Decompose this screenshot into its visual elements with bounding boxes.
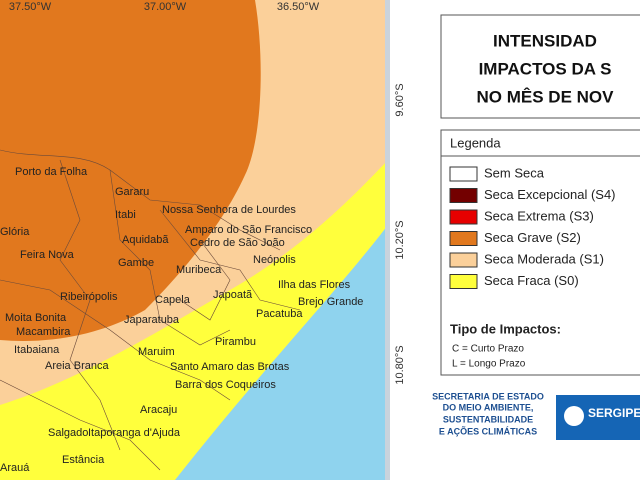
map	[0, 0, 390, 480]
latitude-label: 10.20°S	[394, 220, 406, 259]
legend-swatch	[449, 231, 478, 246]
place-name: Macambira	[16, 326, 71, 338]
weak-area	[0, 160, 388, 480]
logo-text: SERGIPE	[588, 406, 640, 420]
longitude-label: 36.50°W	[277, 1, 320, 13]
longitude-label: 37.50°W	[9, 1, 52, 13]
place-name: Santo Amaro das Brotas	[170, 361, 290, 373]
agency-line: SECRETARIA DE ESTADO	[432, 391, 544, 401]
place-name: Ilha das Flores	[278, 279, 351, 291]
legend-label: Seca Extrema (S3)	[484, 208, 594, 223]
place-name: Areia Branca	[45, 360, 109, 372]
legend-label: Seca Fraca (S0)	[484, 273, 579, 288]
impact-title: Tipo de Impactos:	[450, 321, 561, 336]
impact-item: L = Longo Prazo	[452, 359, 526, 370]
place-name: Brejo Grande	[298, 296, 363, 308]
place-name: Gambe	[118, 257, 154, 269]
legend-label: Seca Moderada (S1)	[484, 251, 604, 266]
place-name: Moita Bonita	[5, 312, 67, 324]
logo-emblem	[564, 406, 584, 426]
title-line: IMPACTOS DA S	[479, 59, 612, 78]
place-name: Arauá	[0, 462, 30, 474]
legend-label: Seca Excepcional (S4)	[484, 187, 616, 202]
place-name: Feira Nova	[20, 249, 75, 261]
latitude-label: 9.60°S	[394, 83, 406, 116]
place-name: Aracaju	[140, 404, 177, 416]
place-name: Pirambu	[215, 336, 256, 348]
place-name: Ribeirópolis	[60, 291, 118, 303]
title-line: NO MÊS DE NOV	[477, 87, 615, 106]
place-name: Cedro de São João	[190, 237, 285, 249]
place-name: Maruim	[138, 346, 175, 358]
place-name: Gararu	[115, 186, 149, 198]
place-name: Japaratuba	[124, 314, 180, 326]
legend-swatch	[449, 274, 478, 289]
agency-line: E AÇÕES CLIMÁTICAS	[439, 426, 537, 436]
latitude-label: 10.80°S	[394, 345, 406, 384]
place-name: Pacatuba	[256, 308, 303, 320]
legend-swatch	[449, 252, 478, 268]
place-name: Nossa Senhora de Lourdes	[162, 204, 296, 216]
legend-label: Seca Grave (S2)	[484, 230, 581, 245]
legend-swatch	[449, 209, 478, 225]
legend-title: Legenda	[450, 135, 501, 150]
title-line: INTENSIDAD	[493, 31, 597, 50]
place-name: Estância	[62, 454, 105, 466]
place-name: Japoatã	[213, 289, 253, 301]
agency-line: DO MEIO AMBIENTE,	[443, 402, 534, 412]
severe-area	[0, 0, 261, 341]
place-name: Muribeca	[176, 264, 222, 276]
place-name: Itabaiana	[14, 344, 60, 356]
legend-label: Sem Seca	[484, 165, 545, 180]
map-frame	[385, 0, 390, 480]
impact-item: C = Curto Prazo	[452, 344, 524, 355]
place-name: Itabi	[115, 209, 136, 221]
longitude-label: 37.00°W	[144, 1, 187, 13]
legend-swatch	[449, 188, 478, 203]
place-name: Porto da Folha	[15, 166, 88, 178]
place-name: Salgado	[48, 427, 88, 439]
place-name: Barra dos Coqueiros	[175, 379, 276, 391]
place-name: Aquidabã	[122, 234, 169, 246]
place-name: Amparo do São Francisco	[185, 224, 312, 236]
place-name: Glória	[0, 226, 30, 238]
place-name: Neópolis	[253, 254, 296, 266]
place-name: Itaporanga d'Ajuda	[88, 427, 181, 439]
ocean	[175, 225, 388, 480]
legend-swatch	[449, 166, 478, 182]
boundaries	[0, 149, 301, 471]
agency-line: SUSTENTABILIDADE	[443, 414, 533, 424]
title-box	[440, 14, 640, 119]
place-name: Capela	[155, 294, 191, 306]
